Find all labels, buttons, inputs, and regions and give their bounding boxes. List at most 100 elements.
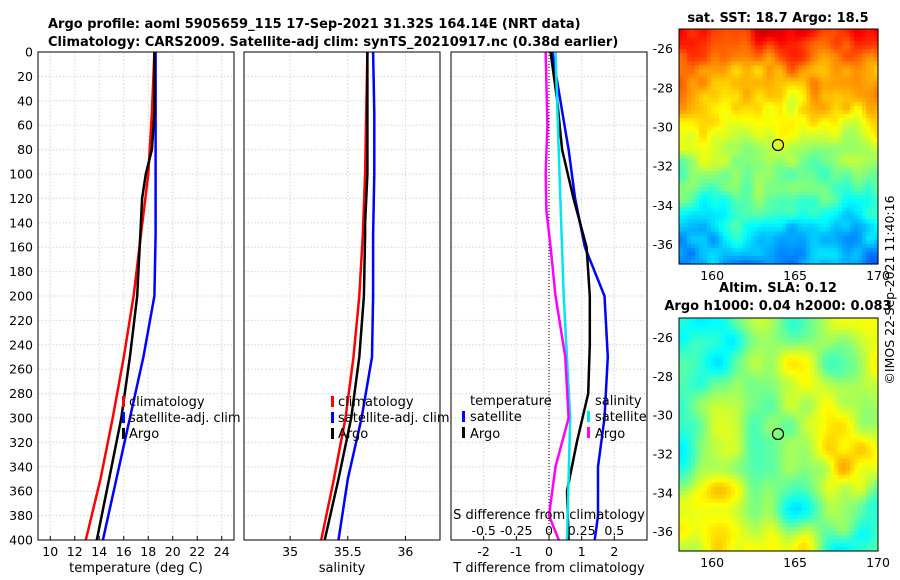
heatmap-cell	[710, 338, 716, 343]
heatmap-cell	[718, 227, 724, 233]
heatmap-cell	[802, 374, 807, 379]
heatmap-cell	[846, 29, 851, 34]
heatmap-cell	[834, 89, 839, 95]
heatmap-cell	[826, 402, 831, 407]
y-tick-label: 100	[9, 167, 33, 182]
heatmap-cell	[750, 243, 756, 249]
heatmap-cell	[806, 29, 811, 34]
heatmap-cell	[870, 187, 875, 192]
heatmap-cell	[814, 150, 819, 156]
heatmap-cell	[790, 326, 796, 331]
heatmap-cell	[726, 29, 732, 34]
heatmap-cell	[746, 354, 752, 359]
heatmap-cell	[842, 358, 847, 363]
heatmap-cell	[714, 33, 720, 38]
heatmap-cell	[854, 414, 859, 420]
heatmap-cell	[822, 122, 827, 127]
heatmap-cell	[742, 166, 748, 172]
heatmap-cell	[726, 255, 732, 261]
heatmap-cell	[866, 73, 871, 79]
heatmap-cell	[746, 430, 752, 436]
heatmap-cell	[770, 211, 776, 216]
legend-swatch-satellite-adj	[331, 412, 334, 423]
heatmap-cell	[822, 442, 827, 448]
heatmap-cell	[806, 73, 811, 79]
heatmap-cell	[690, 402, 696, 407]
heatmap-cell	[830, 57, 835, 63]
heatmap-cell	[854, 130, 859, 135]
heatmap-cell	[854, 33, 859, 38]
heatmap-cell	[734, 334, 740, 339]
heatmap-cell	[730, 322, 736, 327]
heatmap-cell	[858, 150, 863, 156]
heatmap-cell	[858, 89, 863, 95]
heatmap-cell	[822, 150, 827, 156]
heatmap-cell	[802, 49, 807, 54]
heatmap-cell	[738, 130, 744, 135]
heatmap-cell	[822, 354, 827, 359]
heatmap-cell	[742, 118, 748, 123]
heatmap-cell	[679, 239, 684, 245]
heatmap-cell	[774, 114, 780, 119]
heatmap-cell	[834, 259, 839, 265]
heatmap-cell	[682, 118, 688, 123]
heatmap-cell	[686, 89, 692, 95]
heatmap-cell	[790, 370, 796, 375]
heatmap-cell	[782, 243, 788, 249]
heatmap-cell	[806, 418, 811, 424]
heatmap-cell	[790, 454, 796, 460]
heatmap-cell	[838, 434, 843, 440]
heatmap-cell	[866, 158, 871, 164]
heatmap-cell	[810, 207, 815, 212]
heatmap-cell	[870, 382, 875, 387]
heatmap-cell	[770, 350, 776, 355]
salinity-lines	[319, 51, 376, 541]
heatmap-cell	[794, 45, 799, 50]
heatmap-cell	[826, 215, 831, 221]
heatmap-cell	[834, 322, 839, 327]
heatmap-cell	[874, 45, 879, 50]
heatmap-cell	[710, 390, 716, 395]
heatmap-cell	[758, 374, 764, 379]
heatmap-cell	[850, 390, 855, 395]
heatmap-cell	[718, 110, 724, 115]
heatmap-cell	[710, 69, 716, 75]
heatmap-cell	[850, 422, 855, 428]
heatmap-cell	[854, 85, 859, 91]
heatmap-cell	[778, 122, 784, 127]
heatmap-cell	[786, 322, 792, 327]
heatmap-cell	[706, 37, 712, 42]
heatmap-cell	[686, 207, 692, 212]
heatmap-cell	[714, 69, 720, 75]
heatmap-cell	[830, 442, 835, 448]
heatmap-cell	[846, 57, 851, 63]
heatmap-cell	[710, 162, 716, 168]
heatmap-cell	[806, 33, 811, 38]
heatmap-cell	[754, 259, 760, 265]
heatmap-cell	[818, 410, 823, 416]
heatmap-cell	[798, 81, 803, 87]
heatmap-cell	[742, 154, 748, 160]
heatmap-cell	[694, 110, 700, 115]
heatmap-cell	[798, 362, 803, 367]
heatmap-cell	[722, 77, 728, 83]
heatmap-cell	[686, 187, 692, 192]
heatmap-cell	[702, 57, 708, 63]
heatmap-cell	[806, 318, 811, 323]
heatmap-cell	[714, 114, 720, 119]
heatmap-cell	[778, 162, 784, 168]
heatmap-cell	[854, 118, 859, 123]
heatmap-cell	[706, 166, 712, 172]
heatmap-cell	[798, 110, 803, 115]
heatmap-cell	[750, 69, 756, 75]
heatmap-cell	[738, 37, 744, 42]
heatmap-cell	[782, 382, 788, 387]
heatmap-cell	[714, 158, 720, 164]
heatmap-cell	[679, 105, 684, 111]
heatmap-cell	[698, 426, 704, 432]
heatmap-cell	[794, 382, 799, 387]
heatmap-cell	[762, 101, 768, 107]
heatmap-cell	[822, 178, 827, 184]
heatmap-cell	[690, 114, 696, 119]
heatmap-cell	[822, 29, 827, 34]
